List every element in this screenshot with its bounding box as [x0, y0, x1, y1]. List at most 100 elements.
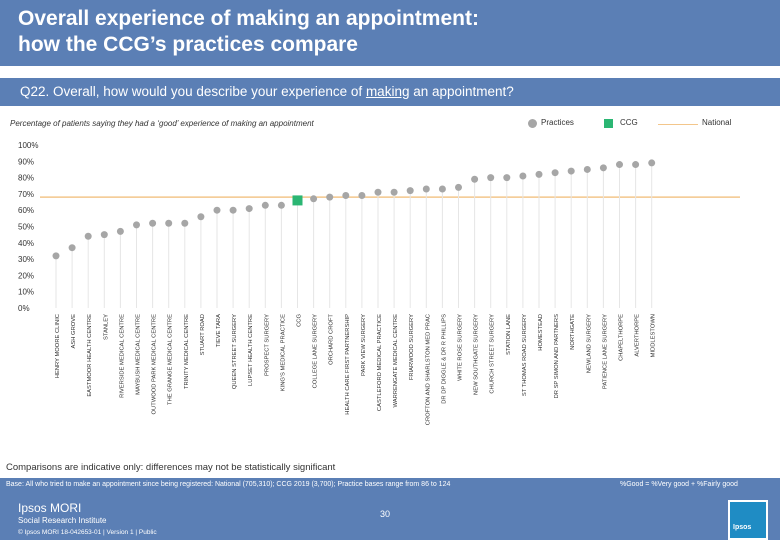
practice-marker — [471, 175, 479, 183]
category-label: HOMESTEAD — [538, 314, 544, 351]
category-label: STANLEY — [103, 314, 109, 340]
practice-marker — [326, 193, 334, 201]
practice-marker — [310, 195, 318, 203]
practice-marker — [213, 206, 221, 214]
category-label: CROFTON AND SHARLSTON MED PRAC — [425, 314, 431, 425]
chart-area: 0% 10% 20% 30% 40% 50% 60% 70% 80% 90% 100% HENRY M… — [18, 141, 740, 425]
question-suffix: an appointment? — [409, 84, 514, 99]
practice-marker — [487, 174, 495, 182]
practice-marker — [503, 174, 511, 182]
ipsos-badge-label: Ipsos — [733, 524, 752, 531]
y-tick-label: 50% — [18, 223, 34, 232]
chart-subtitle: Percentage of patients saying they had a… — [10, 119, 314, 128]
category-label: DR DP DIGGLE & DR R PHILLIPS — [441, 314, 447, 404]
practice-marker — [229, 206, 237, 214]
ccg-marker — [292, 195, 303, 206]
base-note: Base: All who tried to make an appointme… — [6, 481, 451, 488]
practice-marker — [648, 159, 656, 167]
practice-marker — [519, 172, 527, 180]
page-number: 30 — [380, 509, 391, 519]
category-label: THE GRANGE MEDICAL CENTRE — [168, 314, 174, 405]
category-label: COLLEGE LANE SURGERY — [313, 314, 319, 388]
page-title: Overall experience of making an appointm… — [18, 6, 479, 58]
category-label: WARRENGATE MEDICAL CENTRE — [393, 314, 399, 408]
legend-practices-label: Practices — [541, 118, 574, 127]
category-label: LUPSET HEALTH CENTRE — [248, 314, 254, 386]
practice-marker — [68, 244, 76, 252]
practice-marker — [165, 219, 173, 227]
practice-marker — [261, 201, 269, 209]
practice-marker — [116, 227, 124, 235]
question-prefix: Q22. Overall, how would you describe you… — [20, 84, 366, 99]
category-label: ST THOMAS ROAD SURGERY — [522, 314, 528, 396]
legend-ccg-marker — [604, 119, 613, 128]
y-tick-label: 30% — [18, 255, 34, 264]
y-tick-label: 20% — [18, 271, 34, 280]
category-label: FRIARWOOD SURGERY — [409, 314, 415, 380]
social-research-label: Social Research Institute — [18, 516, 107, 525]
y-tick-label: 10% — [18, 288, 34, 297]
practice-marker — [149, 219, 157, 227]
practice-marker — [406, 187, 414, 195]
practice-marker — [422, 185, 430, 193]
category-label: PATIENCE LANE SURGERY — [602, 314, 608, 389]
category-label: NEWLAND SURGERY — [586, 314, 592, 373]
practice-marker — [342, 192, 350, 200]
category-label: EASTMOOR HEALTH CENTRE — [87, 314, 93, 397]
legend-national-label: National — [702, 118, 732, 127]
copyright-text: © Ipsos MORI 18-042653-01 | Version 1 | … — [18, 529, 157, 536]
y-tick-label: 40% — [18, 239, 34, 248]
comparisons-note: Comparisons are indicative only: differe… — [6, 462, 336, 473]
category-label: QUEEN STREET SURGERY — [232, 314, 238, 389]
category-label: CHAPELTHORPE — [619, 314, 625, 361]
y-tick-label: 60% — [18, 206, 34, 215]
category-label: HENRY MOORE CLINIC — [55, 314, 61, 378]
category-label: PARK VIEW SURGERY — [361, 314, 367, 376]
practice-marker — [599, 164, 607, 172]
legend-ccg-label: CCG — [620, 118, 638, 127]
y-tick-label: 70% — [18, 190, 34, 199]
practice-marker — [567, 167, 575, 175]
practice-marker — [181, 219, 189, 227]
question-text: Q22. Overall, how would you describe you… — [20, 84, 514, 100]
practice-marker — [358, 192, 366, 200]
category-label: CASTLEFORD MEDICAL PRACTICE — [377, 314, 383, 411]
category-label: RIVERSIDE MEDICAL CENTRE — [119, 314, 125, 398]
category-label: TRINITY MEDICAL CENTRE — [184, 314, 190, 389]
category-label: DR SP SIMON AND PARTNERS — [554, 314, 560, 399]
practice-marker — [583, 165, 591, 173]
practice-marker — [100, 231, 108, 239]
practice-marker — [438, 185, 446, 193]
category-label: TIEVE TARA — [216, 314, 222, 347]
practice-marker — [455, 183, 462, 191]
category-label: MIDDLESTOWN — [651, 314, 657, 357]
y-tick-label: 80% — [18, 174, 34, 183]
practice-marker — [632, 161, 640, 169]
practice-marker — [616, 161, 623, 169]
category-label: PROSPECT SURGERY — [264, 314, 270, 376]
footer-banner — [0, 494, 780, 540]
legend-national-marker — [658, 124, 698, 125]
category-label: ASH GROVE — [71, 314, 77, 349]
y-tick-label: 0% — [18, 304, 30, 313]
title-line-1: Overall experience of making an appointm… — [18, 7, 479, 30]
practice-marker — [551, 169, 559, 177]
practice-marker — [197, 213, 205, 221]
practice-marker — [245, 205, 253, 213]
y-tick-label: 90% — [18, 157, 34, 166]
category-label: STATION LANE — [506, 314, 512, 355]
category-label: ALVERTHORPE — [635, 314, 641, 357]
category-label: OUTWOOD PARK MEDICAL CENTRE — [152, 314, 158, 415]
legend-practices-marker — [528, 119, 537, 128]
question-banner — [0, 78, 780, 106]
y-tick-label: 100% — [18, 141, 38, 150]
category-label: NEW SOUTHGATE SURGERY — [474, 314, 480, 395]
category-label: NORTHGATE — [570, 314, 576, 350]
title-line-2: how the CCG’s practices compare — [18, 33, 358, 56]
practice-marker — [277, 201, 285, 209]
base-banner — [0, 478, 780, 494]
practice-marker — [535, 170, 543, 178]
practice-marker — [84, 232, 92, 240]
good-definition-note: %Good = %Very good + %Fairly good — [620, 481, 738, 488]
ipsos-mori-logo: Ipsos MORI — [18, 501, 82, 515]
